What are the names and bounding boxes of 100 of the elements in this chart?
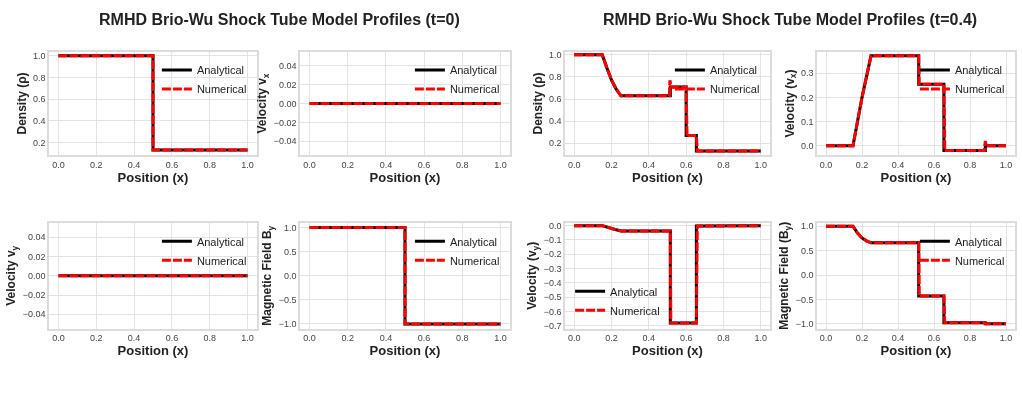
legend-label: Numerical bbox=[954, 254, 1005, 267]
x-axis-title: Position (x) bbox=[632, 343, 703, 359]
y-tick-label: −1.0 bbox=[795, 318, 814, 329]
x-axis-title: Position (x) bbox=[880, 343, 952, 359]
y-tick-label: 0.2 bbox=[800, 92, 814, 103]
x-tick-label: 0.0 bbox=[303, 333, 316, 344]
legend-label: Numerical bbox=[449, 254, 500, 267]
x-tick-label: 0.4 bbox=[891, 160, 905, 170]
x-tick-label: 0.8 bbox=[203, 333, 216, 344]
x-tick-label: 0.0 bbox=[52, 160, 65, 170]
x-tick-label: 0.8 bbox=[203, 160, 216, 170]
y-tick-label: 0.00 bbox=[27, 270, 46, 281]
x-tick-label: 0.6 bbox=[165, 160, 179, 170]
x-tick-label: 0.2 bbox=[605, 160, 618, 170]
legend-label: Analytical bbox=[954, 235, 1002, 248]
legend-label: Analytical bbox=[196, 64, 244, 77]
legend-label: Numerical bbox=[954, 83, 1005, 96]
y-tick-label: −0.5 bbox=[795, 294, 814, 305]
y-tick-label: −0.1 bbox=[543, 235, 562, 246]
x-tick-label: 0.6 bbox=[679, 160, 693, 170]
y-tick-label: −0.5 bbox=[543, 292, 562, 303]
x-axis-title: Position (x) bbox=[880, 170, 952, 185]
x-tick-label: 0.4 bbox=[891, 333, 905, 344]
y-tick-label: 0.04 bbox=[278, 60, 297, 71]
y-tick-label: −0.3 bbox=[543, 263, 562, 274]
legend-label: Analytical bbox=[449, 235, 497, 248]
y-tick-label: 0.5 bbox=[283, 246, 297, 257]
x-tick-label: 0.8 bbox=[963, 333, 977, 344]
x-tick-label: 0.8 bbox=[456, 333, 469, 344]
x-tick-label: 0.8 bbox=[963, 160, 977, 170]
x-tick-label: 0.0 bbox=[819, 333, 833, 344]
x-tick-label: 0.4 bbox=[127, 160, 141, 170]
chart-title: RMHD Brio-Wu Shock Tube Model Profiles (t=0) bbox=[99, 11, 460, 28]
x-tick-label: 0.0 bbox=[303, 160, 316, 170]
x-tick-label: 0.4 bbox=[642, 333, 656, 344]
legend-label: Numerical bbox=[196, 83, 247, 96]
x-tick-label: 0.4 bbox=[379, 160, 393, 170]
y-tick-label: 0.0 bbox=[800, 140, 814, 151]
x-tick-label: 1.0 bbox=[494, 160, 507, 170]
x-tick-label: 0.0 bbox=[568, 160, 581, 170]
y-tick-label: −0.7 bbox=[543, 321, 562, 331]
y-tick-label: 0.0 bbox=[548, 220, 562, 231]
x-tick-label: 0.6 bbox=[927, 333, 941, 344]
x-tick-label: 0.2 bbox=[341, 333, 354, 344]
x-tick-label: 0.8 bbox=[456, 160, 469, 170]
y-tick-label: 1.0 bbox=[548, 49, 562, 60]
x-tick-label: 0.8 bbox=[717, 160, 730, 170]
x-tick-label: 1.0 bbox=[999, 160, 1013, 170]
legend-label: Analytical bbox=[954, 64, 1002, 77]
y-tick-label: 0.0 bbox=[800, 270, 814, 281]
y-tick-label: 0.8 bbox=[548, 72, 562, 83]
y-tick-label: 0.02 bbox=[278, 79, 297, 90]
y-tick-label: 0.6 bbox=[548, 94, 562, 105]
legend-label: Numerical bbox=[449, 83, 500, 96]
y-tick-label: 0.3 bbox=[800, 68, 814, 79]
x-tick-label: 0.2 bbox=[341, 160, 354, 170]
y-tick-label: −0.4 bbox=[543, 278, 562, 289]
y-tick-label: 0.8 bbox=[32, 72, 46, 83]
x-tick-label: 1.0 bbox=[241, 333, 254, 344]
y-tick-label: −0.02 bbox=[22, 290, 46, 301]
x-tick-label: 1.0 bbox=[241, 160, 254, 170]
legend-label: Analytical bbox=[610, 285, 658, 298]
x-axis-title: Position (x) bbox=[117, 343, 189, 359]
x-axis-title: Position (x) bbox=[369, 170, 441, 185]
y-tick-label: 0.02 bbox=[27, 251, 46, 262]
x-tick-label: 0.6 bbox=[927, 160, 941, 170]
x-axis-title: Position (x) bbox=[117, 170, 189, 185]
legend-label: Analytical bbox=[449, 64, 497, 77]
x-tick-label: 0.2 bbox=[90, 333, 103, 344]
x-tick-label: 0.8 bbox=[717, 333, 730, 344]
y-tick-label: 0.4 bbox=[32, 115, 46, 126]
y-tick-label: −1.0 bbox=[278, 319, 297, 330]
y-tick-label: 1.0 bbox=[283, 222, 297, 233]
y-tick-label: 0.1 bbox=[800, 116, 814, 127]
y-tick-label: 1.0 bbox=[32, 50, 46, 61]
chart-title: RMHD Brio-Wu Shock Tube Model Profiles (t=0.4) bbox=[603, 11, 978, 28]
x-tick-label: 0.4 bbox=[379, 333, 393, 344]
x-tick-label: 1.0 bbox=[999, 333, 1013, 344]
x-tick-label: 0.6 bbox=[165, 333, 179, 344]
x-tick-label: 1.0 bbox=[754, 160, 767, 170]
y-tick-label: 0.04 bbox=[27, 232, 46, 243]
x-tick-label: 0.0 bbox=[568, 333, 581, 344]
legend-label: Numerical bbox=[709, 83, 760, 96]
x-tick-label: 0.6 bbox=[417, 333, 431, 344]
y-tick-label: −0.2 bbox=[543, 249, 562, 260]
x-axis-title: Position (x) bbox=[632, 170, 703, 185]
legend-label: Analytical bbox=[196, 235, 244, 248]
y-tick-label: 0.4 bbox=[548, 116, 562, 127]
y-tick-label: −0.02 bbox=[273, 117, 297, 128]
x-axis-title: Position (x) bbox=[369, 343, 441, 359]
y-axis-title: Density (ρ) bbox=[530, 72, 545, 135]
x-tick-label: 0.0 bbox=[819, 160, 833, 170]
y-tick-label: 0.0 bbox=[283, 270, 297, 281]
y-tick-label: 1.0 bbox=[800, 221, 814, 232]
y-axis-title: Density (ρ) bbox=[14, 72, 29, 135]
x-tick-label: 1.0 bbox=[494, 333, 507, 344]
x-tick-label: 0.4 bbox=[127, 333, 141, 344]
x-tick-label: 0.6 bbox=[417, 160, 431, 170]
y-tick-label: −0.5 bbox=[278, 294, 297, 305]
x-tick-label: 0.2 bbox=[605, 333, 618, 344]
